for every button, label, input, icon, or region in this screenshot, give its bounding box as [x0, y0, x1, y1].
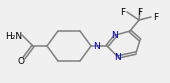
Text: N: N — [111, 30, 117, 40]
Text: O: O — [18, 57, 24, 65]
Text: F: F — [120, 7, 125, 17]
Text: N: N — [93, 42, 100, 50]
Text: H₂N: H₂N — [5, 32, 22, 41]
Text: N: N — [114, 54, 120, 62]
Text: F: F — [153, 13, 158, 21]
Text: F: F — [137, 8, 143, 17]
